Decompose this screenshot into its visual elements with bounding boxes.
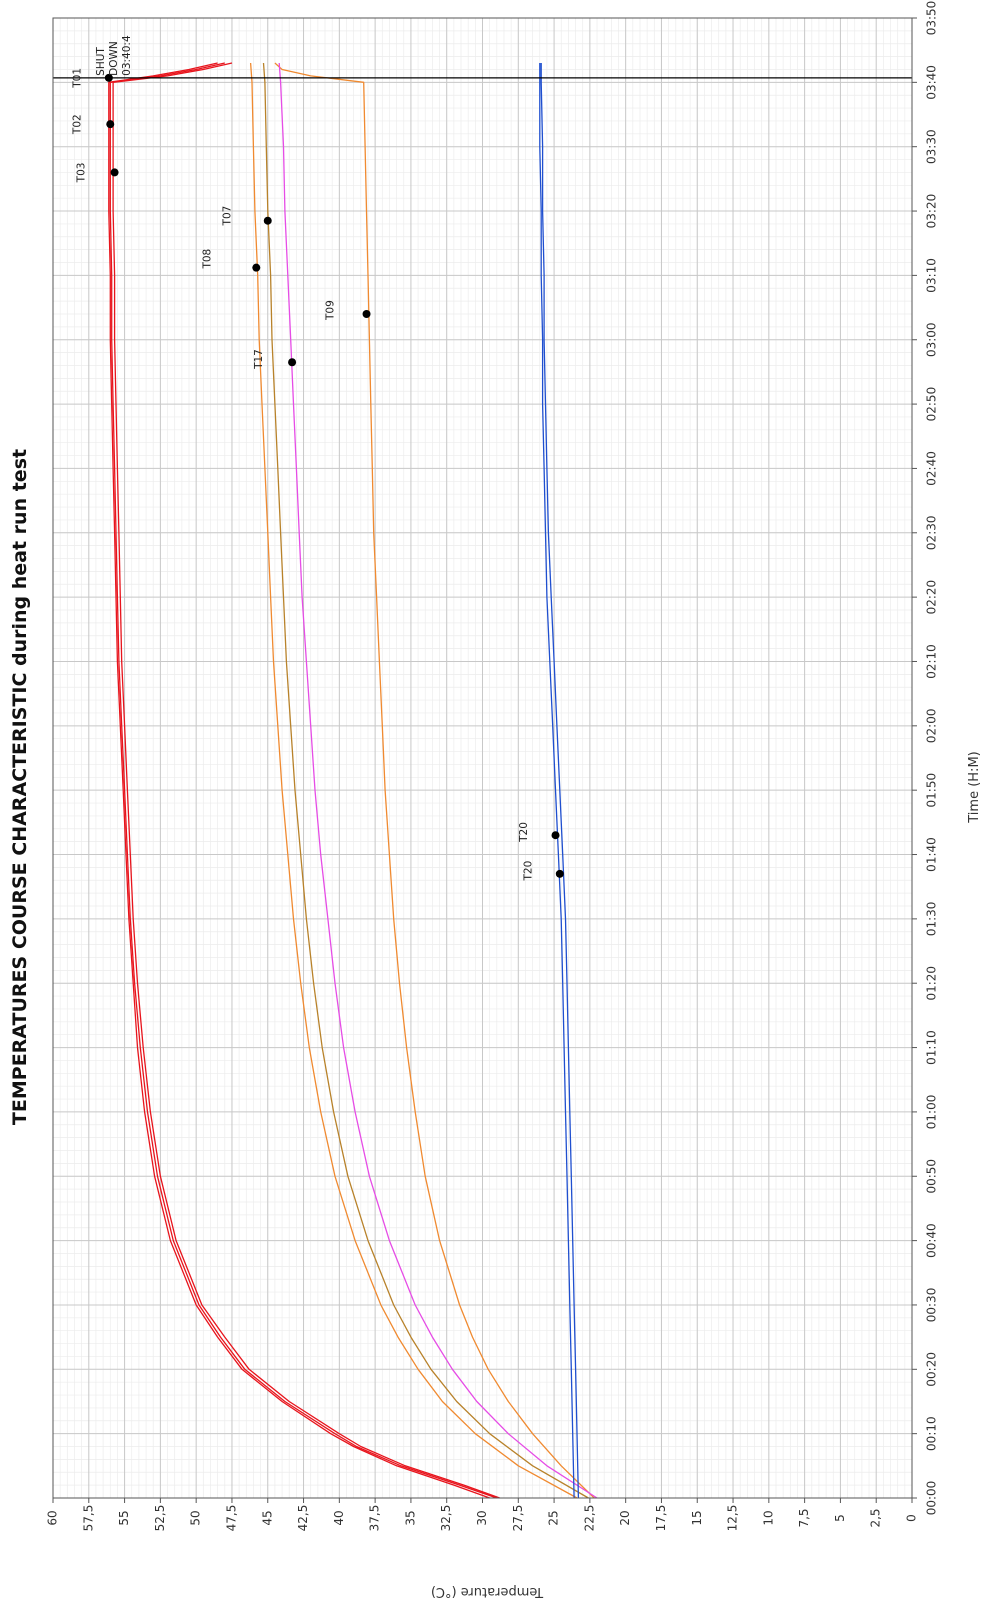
x-tick-label: 02:20 <box>925 580 939 615</box>
shutdown-label: DOWN <box>108 41 120 76</box>
series-line-t03 <box>112 62 500 1499</box>
series-label-t01: T01 <box>71 68 83 89</box>
series-line-t07 <box>262 62 589 1499</box>
x-tick-label: 02:30 <box>925 515 939 550</box>
x-tick-label: 03:30 <box>925 129 939 164</box>
series-layer <box>53 62 912 1499</box>
major-grid <box>52 17 913 1499</box>
y-tick-label: 40 <box>332 1510 346 1525</box>
x-tick-label: 01:10 <box>925 1030 939 1065</box>
x-tick-label: 00:50 <box>925 1159 939 1194</box>
shutdown-label: 03:40:4 <box>121 35 133 76</box>
x-tick-label: 00:10 <box>925 1416 939 1451</box>
x-tick-label: 00:30 <box>925 1288 939 1323</box>
x-tick-label: 00:00 <box>925 1481 939 1516</box>
y-tick-label: 0 <box>905 1514 919 1522</box>
series-label-t20: T20 <box>518 822 530 843</box>
y-tick-label: 57,5 <box>81 1505 95 1532</box>
y-tick-label: 52,5 <box>153 1505 167 1532</box>
series-label-t09: T09 <box>325 300 337 321</box>
x-tick-label: 01:00 <box>925 1095 939 1130</box>
x-tick-label: 02:50 <box>925 387 939 422</box>
series-line-t20 <box>539 63 575 1499</box>
y-tick-label: 5 <box>833 1514 847 1522</box>
data-marker <box>555 869 564 878</box>
y-tick-label: 27,5 <box>511 1505 525 1532</box>
x-tick-label: 03:20 <box>925 194 939 229</box>
y-tick-label: 15 <box>690 1510 704 1525</box>
y-tick-label: 25 <box>547 1510 561 1525</box>
x-tick-label: 03:50 <box>925 1 939 36</box>
data-marker <box>288 358 297 367</box>
y-tick-label: 20 <box>618 1510 632 1525</box>
series-label-t03: T03 <box>76 163 88 184</box>
series-line-t09 <box>274 62 595 1499</box>
x-tick-label: 01:30 <box>925 902 939 937</box>
plot-frame <box>52 17 913 1499</box>
series-line-t02 <box>109 62 498 1499</box>
y-tick-label: 7,5 <box>797 1508 811 1527</box>
series-line-t01 <box>108 62 490 1499</box>
x-tick-label: 01:50 <box>925 773 939 808</box>
y-tick-label: 47,5 <box>224 1505 238 1532</box>
series-line-t17 <box>278 62 598 1499</box>
y-tick-label: 22,5 <box>582 1505 596 1532</box>
y-tick-label: 50 <box>189 1510 203 1525</box>
marker-layer <box>104 73 564 878</box>
y-tick-label: 35 <box>403 1510 417 1525</box>
x-tick-label: 01:20 <box>925 966 939 1001</box>
x-tick-label: 02:00 <box>925 709 939 744</box>
data-marker <box>106 120 115 129</box>
x-tick-label: 00:40 <box>925 1223 939 1258</box>
y-tick-label: 45 <box>260 1510 274 1525</box>
data-marker <box>362 310 371 318</box>
y-tick-label: 37,5 <box>368 1505 382 1532</box>
x-tick-label: 03:00 <box>925 322 939 357</box>
x-tick-label: 02:10 <box>925 644 939 679</box>
chart-title: TEMPERATURES COURSE CHARACTERISTIC durin… <box>9 449 31 1125</box>
data-marker <box>252 263 261 272</box>
series-line-t20 <box>540 63 580 1499</box>
x-axis-title: Time (H:M) <box>967 751 982 823</box>
data-marker <box>263 216 272 225</box>
annotation-layer: SHUT DOWN 03:40:4 T01 T02 T03 T07 T08 T09 T17 T20 T… <box>71 35 534 881</box>
x-tick-label: 01:40 <box>925 837 939 872</box>
y-tick-label: 30 <box>475 1510 489 1525</box>
series-label-t08: T08 <box>202 249 214 270</box>
series-label-t17: T17 <box>253 349 265 370</box>
y-tick-label: 60 <box>46 1510 60 1525</box>
x-tick-label: 00:20 <box>925 1352 939 1387</box>
series-label-t02: T02 <box>71 114 83 135</box>
series-label-t07: T07 <box>222 206 234 227</box>
x-tick-label: 03:10 <box>925 258 939 293</box>
y-tick-label: 32,5 <box>439 1505 453 1532</box>
y-tick-label: 2,5 <box>869 1508 883 1527</box>
axis-layer: 00:00 00:10 00:20 00:30 00:40 00:50 01:00 01:10… <box>46 1 939 1532</box>
data-marker <box>104 73 113 82</box>
data-marker <box>551 831 560 840</box>
series-label-t20: T20 <box>522 861 534 882</box>
y-tick-label: 17,5 <box>654 1505 668 1532</box>
x-tick-label: 02:40 <box>925 451 939 486</box>
data-marker <box>110 168 119 177</box>
y-tick-label: 55 <box>117 1510 131 1525</box>
series-line-t08 <box>249 62 578 1499</box>
x-tick-label: 03:40 <box>925 65 939 100</box>
y-axis-title: Temperature (°C) <box>431 1584 544 1599</box>
y-tick-label: 12,5 <box>726 1505 740 1532</box>
y-tick-label: 10 <box>761 1510 775 1525</box>
shutdown-label: SHUT <box>95 47 107 76</box>
y-tick-label: 42,5 <box>296 1505 310 1532</box>
